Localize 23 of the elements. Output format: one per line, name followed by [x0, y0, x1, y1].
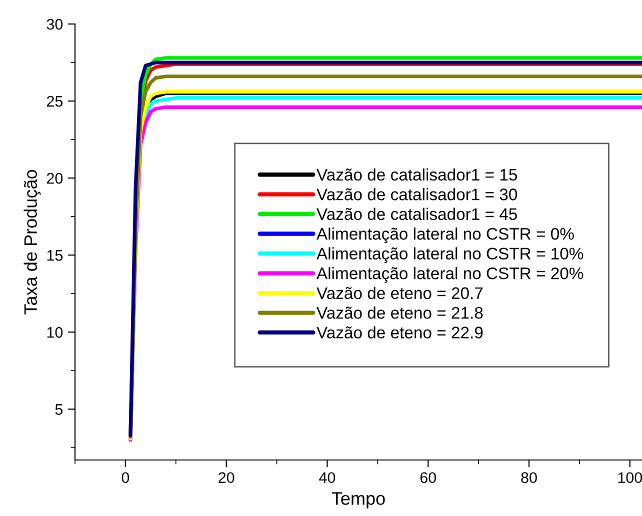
legend-label: Vazão de catalisador1 = 30	[316, 188, 518, 200]
y-tick-label: 5	[55, 404, 63, 415]
y-tick-label: 25	[46, 96, 63, 107]
y-axis-title: Taxa de Produção	[24, 170, 41, 314]
x-tick-label: 60	[420, 472, 436, 484]
x-tick-label: 100	[618, 472, 642, 484]
legend-label: Alimentação lateral no CSTR = 20%	[316, 267, 584, 283]
legend-label: Vazão de eteno = 21.8	[316, 306, 483, 319]
legend-label: Vazão de eteno = 22.9	[316, 326, 483, 338]
legend-label: Vazão de eteno = 20.7	[316, 286, 483, 300]
y-tick-label: 10	[47, 326, 63, 338]
legend-label: Alimentação lateral no CSTR = 10%	[316, 247, 584, 263]
x-tick-label: 40	[319, 472, 336, 484]
legend-label: Vazão de catalisador1 = 45	[316, 208, 517, 220]
x-tick-label: 20	[218, 472, 234, 484]
y-tick-label: 15	[47, 250, 63, 261]
legend-label: Vazão de catalisador1 = 15	[316, 168, 517, 181]
y-tick-label: 30	[46, 18, 63, 30]
legend-label: Alimentação lateral no CSTR = 0%	[316, 228, 574, 244]
x-tick-label: 0	[122, 472, 130, 484]
y-tick-label: 20	[46, 172, 63, 184]
x-axis-title: Tempo	[332, 492, 385, 508]
x-tick-label: 80	[521, 472, 537, 484]
